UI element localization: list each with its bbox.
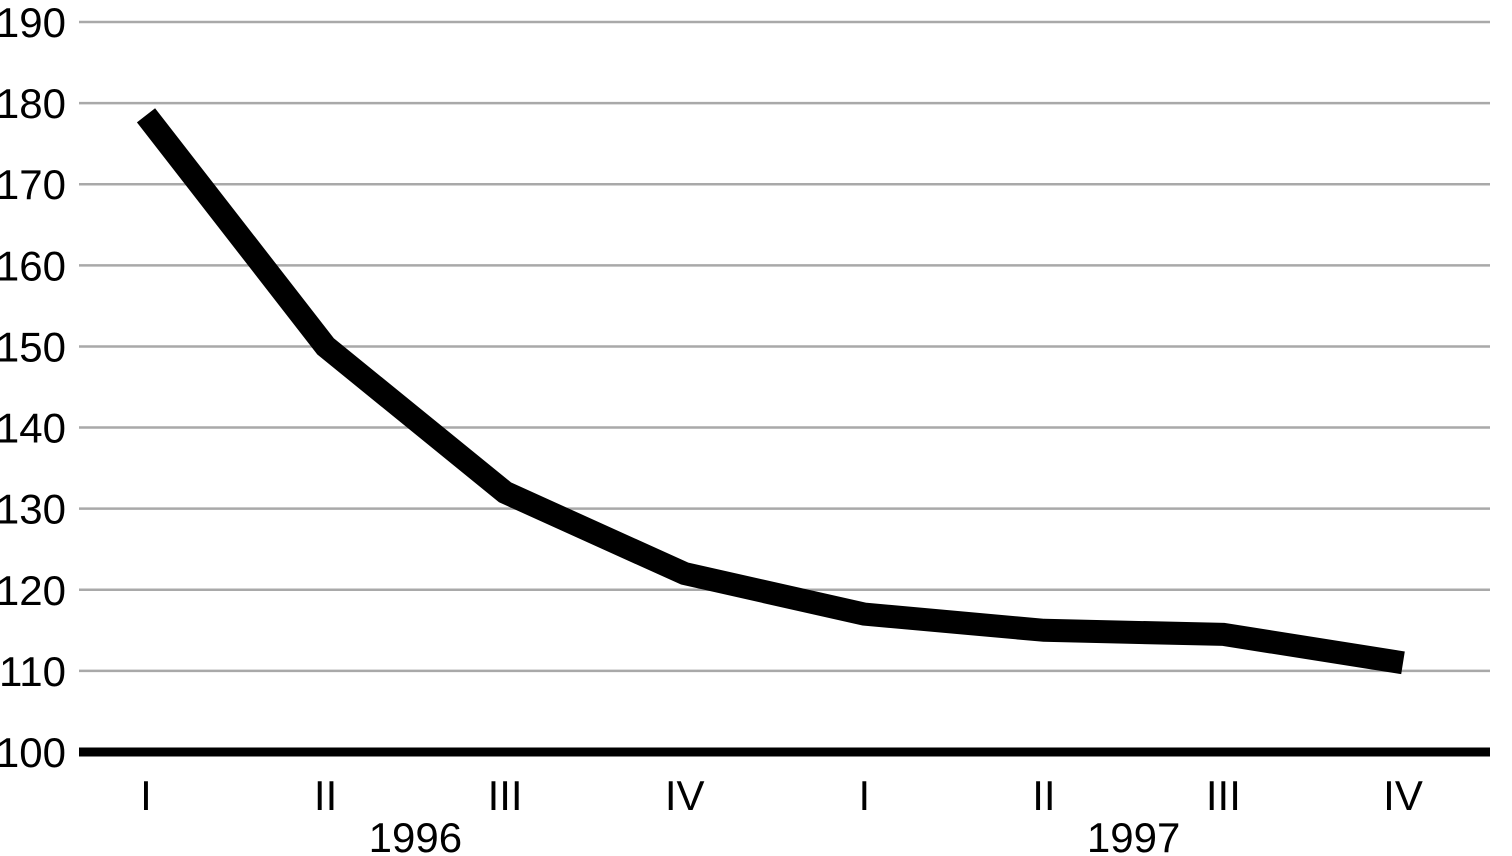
y-tick-label-180: 180	[0, 80, 66, 127]
x-tick-label-q7: III	[1206, 772, 1241, 819]
y-tick-label-110: 110	[0, 648, 66, 695]
y-tick-label-160: 160	[0, 242, 66, 289]
x-tick-label-q3: III	[488, 772, 523, 819]
data-line-quarterly-index	[136, 108, 1405, 675]
year-label-1996: 1996	[369, 814, 462, 856]
x-tick-label-q8: IV	[1383, 772, 1423, 819]
x-tick-label-q4: IV	[665, 772, 705, 819]
y-tick-label-130: 130	[0, 486, 66, 533]
x-tick-label-q2: II	[314, 772, 337, 819]
x-tick-label-q5: I	[858, 772, 870, 819]
y-tick-label-100: 100	[0, 729, 66, 776]
x-tick-label-q6: II	[1032, 772, 1055, 819]
year-label-1997: 1997	[1087, 814, 1180, 856]
x-tick-label-q1: I	[140, 772, 152, 819]
y-tick-label-140: 140	[0, 405, 66, 452]
y-tick-label-120: 120	[0, 567, 66, 614]
y-tick-label-170: 170	[0, 161, 66, 208]
y-tick-label-190: 190	[0, 0, 66, 46]
y-tick-label-150: 150	[0, 323, 66, 370]
